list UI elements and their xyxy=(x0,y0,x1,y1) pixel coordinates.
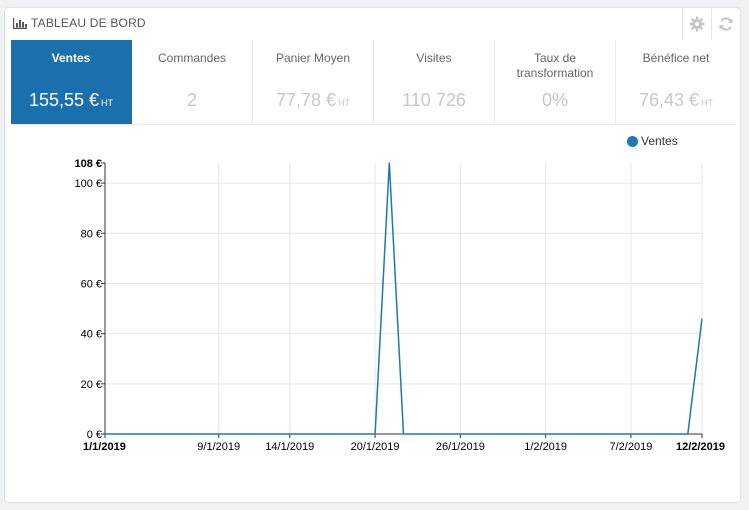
dashboard-panel: TABLEAU DE BORD xyxy=(4,7,741,503)
kpi-row: Ventes 155,55 € HT Commandes 2 Panier Moyen 77… xyxy=(11,40,736,125)
panel-title-text: TABLEAU DE BORD xyxy=(31,16,146,30)
kpi-value-number: 2 xyxy=(186,90,197,110)
kpi-label: Ventes xyxy=(51,51,91,65)
kpi-label: Taux de transformation xyxy=(516,51,594,80)
series-line-ventes xyxy=(105,162,703,435)
kpi-value-number: 77,78 € xyxy=(275,90,337,110)
legend-dot xyxy=(627,135,638,147)
y-tick-label: 20 € xyxy=(81,379,102,391)
x-tick-label: 12/2/2019 xyxy=(676,441,725,453)
gear-icon xyxy=(689,16,705,32)
kpi-label: Panier Moyen xyxy=(275,51,351,65)
kpi-tile-3[interactable]: Visites 110 726 xyxy=(374,40,495,124)
kpi-tile-4[interactable]: Taux de transformation 0% xyxy=(495,40,616,124)
chart-legend[interactable]: Ventes xyxy=(627,134,678,148)
panel-title: TABLEAU DE BORD xyxy=(13,16,146,30)
kpi-label: Commandes xyxy=(157,51,227,65)
x-tick-label: 9/1/2019 xyxy=(197,441,240,453)
kpi-value-number: 76,43 € xyxy=(638,90,700,110)
kpi-tile-5[interactable]: Bénéfice net 76,43 € HT xyxy=(616,40,736,124)
kpi-value: 0% xyxy=(495,90,615,111)
y-tick-label: 0 € xyxy=(87,429,102,441)
kpi-value-suffix: HT xyxy=(338,98,351,108)
kpi-value-number: 155,55 € xyxy=(28,90,100,110)
y-tick-label: 80 € xyxy=(81,228,102,240)
legend-label: Ventes xyxy=(641,134,678,148)
x-tick-label: 1/1/2019 xyxy=(83,441,126,453)
kpi-value-number: 0% xyxy=(541,90,568,110)
y-tick-label: 40 € xyxy=(81,329,102,341)
kpi-value: 155,55 € HT xyxy=(11,90,131,111)
kpi-label: Visites xyxy=(416,51,452,65)
kpi-tile-2[interactable]: Panier Moyen 77,78 € HT xyxy=(253,40,374,124)
kpi-tile-1[interactable]: Commandes 2 xyxy=(132,40,253,124)
kpi-value: 76,43 € HT xyxy=(616,90,736,111)
x-tick-label: 7/2/2019 xyxy=(610,441,653,453)
refresh-button[interactable] xyxy=(711,8,740,40)
kpi-value: 2 xyxy=(132,90,252,111)
kpi-label: Bénéfice net xyxy=(642,51,710,65)
bar-chart-icon xyxy=(13,17,27,29)
y-tick-label: 100 € xyxy=(74,178,102,190)
heading-actions xyxy=(682,8,740,40)
y-tick-label: 108 € xyxy=(74,158,102,170)
kpi-value-suffix: HT xyxy=(101,98,114,108)
x-tick-label: 1/2/2019 xyxy=(524,441,567,453)
kpi-tile-0[interactable]: Ventes 155,55 € HT xyxy=(11,40,132,124)
y-tick-label: 60 € xyxy=(81,278,102,290)
x-tick-label: 14/1/2019 xyxy=(265,441,314,453)
x-tick-label: 26/1/2019 xyxy=(436,441,485,453)
refresh-icon xyxy=(719,17,733,31)
panel-heading: TABLEAU DE BORD xyxy=(5,8,740,40)
kpi-value-number: 110 726 xyxy=(402,90,466,110)
kpi-value: 110 726 xyxy=(374,90,494,111)
settings-button[interactable] xyxy=(682,8,711,40)
x-tick-label: 20/1/2019 xyxy=(351,441,400,453)
kpi-value-suffix: HT xyxy=(701,98,714,108)
kpi-value: 77,78 € HT xyxy=(253,90,373,111)
